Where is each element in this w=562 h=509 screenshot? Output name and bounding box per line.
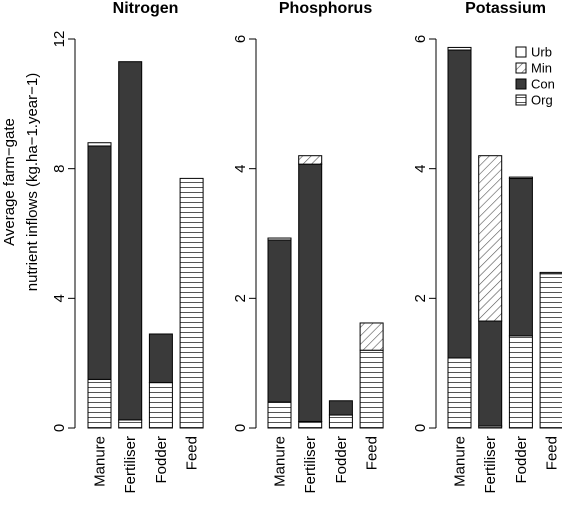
bar-org-fodder: [328, 414, 353, 429]
y-tick-label: 6: [232, 35, 249, 43]
bar-con-manure: [267, 239, 292, 403]
bar-urb-feed: [539, 271, 562, 275]
y-tick-label: 12: [51, 31, 68, 48]
panel-potassium: Potassium 0 2 4 6 Manure Fertiliser Fodder Feed: [412, 0, 562, 494]
panel-title: Nitrogen: [113, 0, 179, 17]
bar-min-fertiliser: [298, 155, 323, 165]
category-label: Fodder: [333, 436, 350, 484]
bar-con-fertiliser: [478, 320, 503, 427]
bar-urb-manure: [87, 142, 112, 147]
y-tick-label: 2: [412, 294, 429, 302]
category-label: Fodder: [513, 436, 530, 484]
bar-org-manure: [447, 357, 472, 429]
y-tick-label: 2: [232, 294, 249, 302]
panel-title: Potassium: [465, 0, 546, 17]
y-axis-label: Average farm−gate nutrient inflows (kg.h…: [1, 73, 41, 291]
y-tick-label: 8: [51, 164, 68, 172]
bar-con-fodder: [508, 177, 533, 337]
y-axis-label-line-1: Average farm−gate: [1, 118, 18, 246]
category-label: Fertiliser: [302, 436, 319, 494]
bar-org-fertiliser: [118, 419, 143, 429]
category-label: Manure: [272, 436, 289, 487]
category-label: Fodder: [153, 436, 170, 484]
y-tick-label: 4: [412, 164, 429, 172]
bar-urb-manure: [267, 237, 292, 241]
legend-swatch-org: [515, 94, 527, 106]
y-tick-label: 0: [51, 424, 68, 432]
legend-swatch-urb: [515, 46, 527, 58]
y-tick-label: 0: [412, 424, 429, 432]
bar-org-manure: [87, 378, 112, 429]
legend-label-urb: Urb: [531, 45, 552, 60]
legend-swatch-min: [515, 62, 527, 74]
legend-swatch-con: [515, 78, 527, 90]
category-label: Manure: [92, 436, 109, 487]
y-tick-label: 4: [232, 164, 249, 172]
bar-org-feed: [359, 349, 384, 429]
bar-org-feed: [539, 273, 562, 429]
bar-urb-manure: [447, 46, 472, 51]
bar-con-manure: [447, 49, 472, 359]
bar-org-fodder: [508, 335, 533, 429]
category-label: Fertiliser: [482, 436, 499, 494]
y-tick-label: 4: [51, 294, 68, 302]
bar-org-fodder: [148, 382, 173, 429]
panel-nitrogen: Nitrogen 0 4 8 12 Manure Fertiliser Fodder Feed: [51, 0, 204, 494]
category-label: Feed: [364, 436, 381, 470]
category-label: Feed: [184, 436, 201, 470]
bar-min-fertiliser: [478, 155, 503, 322]
bar-org-fertiliser: [298, 421, 323, 429]
panel-title: Phosphorus: [279, 0, 372, 17]
bar-min-feed: [359, 322, 384, 351]
legend-label-org: Org: [531, 93, 553, 108]
bar-urb-fodder: [508, 176, 533, 179]
category-label: Fertiliser: [122, 436, 139, 494]
bar-con-fertiliser: [118, 61, 143, 421]
bar-con-fodder: [328, 400, 353, 416]
legend-label-min: Min: [531, 61, 552, 76]
y-tick-label: 0: [232, 424, 249, 432]
category-label: Manure: [452, 436, 469, 487]
legend-label-con: Con: [531, 77, 555, 92]
panel-phosphorus: Phosphorus 0 2 4 6 Manure Fertiliser Fodder Feed: [232, 0, 384, 494]
bar-con-fodder: [148, 333, 173, 384]
bar-con-fertiliser: [298, 163, 323, 423]
y-axis-label-line-2: nutrient inflows (kg.ha−1.year−1): [24, 73, 41, 291]
bar-con-manure: [87, 145, 112, 380]
y-tick-label: 6: [412, 35, 429, 43]
bar-org-manure: [267, 401, 292, 429]
bar-org-feed: [179, 177, 204, 429]
category-label: Feed: [544, 436, 561, 470]
